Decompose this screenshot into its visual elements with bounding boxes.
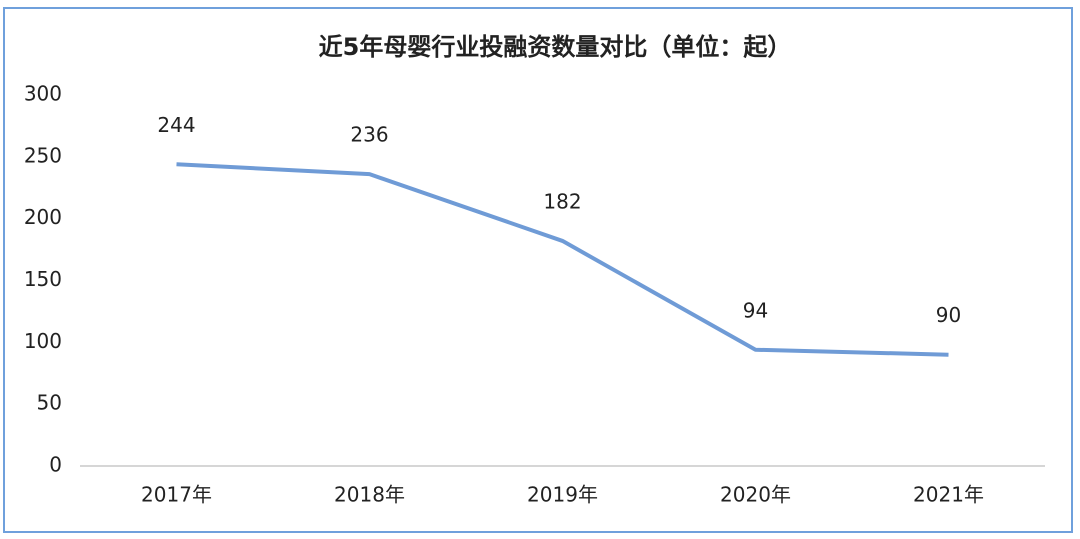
data-label: 244 <box>157 113 195 137</box>
x-tick-label: 2020年 <box>720 483 791 507</box>
x-tick-label: 2017年 <box>141 483 212 507</box>
y-tick-label: 300 <box>24 82 62 106</box>
data-label: 236 <box>350 123 388 147</box>
data-label: 182 <box>543 189 581 213</box>
y-tick-label: 100 <box>24 329 62 353</box>
x-tick-label: 2021年 <box>913 483 984 507</box>
data-line <box>176 162 949 357</box>
chart-border <box>3 7 1073 533</box>
x-tick-label: 2018年 <box>334 483 405 507</box>
data-label: 90 <box>936 303 961 327</box>
y-tick-label: 0 <box>49 453 62 477</box>
y-tick-label: 50 <box>37 391 62 415</box>
y-tick-label: 200 <box>24 205 62 229</box>
y-tick-label: 150 <box>24 267 62 291</box>
y-tick-label: 250 <box>24 143 62 167</box>
x-tick-label: 2019年 <box>527 483 598 507</box>
data-label: 94 <box>743 298 768 322</box>
chart-title: 近5年母婴行业投融资数量对比（单位：起） <box>319 33 792 61</box>
